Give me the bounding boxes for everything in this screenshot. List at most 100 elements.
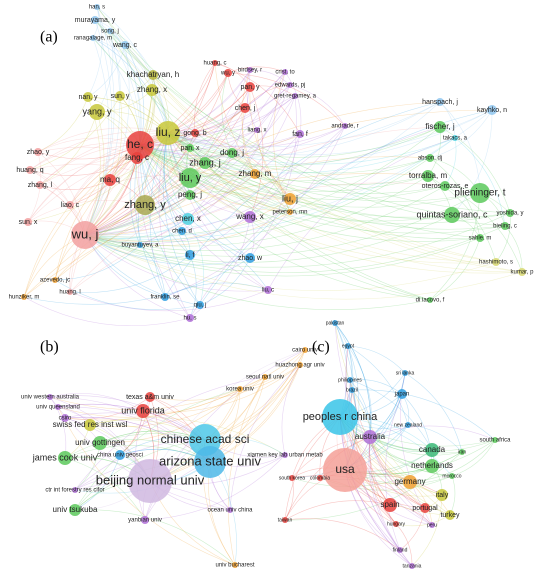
edge [74,388,241,511]
edge [84,44,130,236]
edge [54,156,431,281]
node [212,60,218,66]
node [232,562,238,568]
edge [204,107,246,164]
edge [69,254,191,293]
node-label: he, c [127,137,153,151]
edge [84,234,201,306]
edge [139,144,201,306]
node [191,129,199,137]
node-label: cairo univ [292,348,318,354]
edge [167,132,291,213]
edge [29,131,169,171]
node [237,386,243,392]
edge [334,322,433,526]
edge [167,132,431,174]
node [126,131,154,159]
node-label: pakistan [326,320,345,326]
edge [84,216,251,245]
node-label: di iacovo, f [416,298,445,304]
edge [334,322,451,516]
edge [429,109,493,159]
edge [291,436,371,479]
edge [189,126,441,319]
edge [84,30,121,236]
node [240,103,250,113]
edge [214,62,301,135]
edge [152,74,523,273]
node-label: wu, j [71,226,99,241]
edge [149,349,306,482]
edge [339,416,413,567]
node [345,343,351,349]
edge [167,132,431,301]
node-label: spain [380,500,399,509]
node-label: japan [394,392,410,398]
edge [37,96,89,153]
edge [74,454,121,511]
edge [84,101,441,236]
edge [181,230,269,291]
edge [249,69,291,86]
node-label: andrade, r [331,124,358,130]
edge [281,364,301,456]
node [178,227,186,235]
edge [395,523,413,567]
node [71,221,99,249]
node [296,130,304,138]
edge [84,107,246,236]
edge [57,406,236,566]
edge [69,144,141,293]
node [487,105,497,115]
node [434,121,446,133]
edge [369,436,453,477]
edge [139,71,286,146]
node-label: wu, y [220,71,235,77]
edge [64,396,151,420]
node-label: netherlands [411,461,453,470]
node-label: iran [458,449,467,455]
node [47,394,53,400]
node-label: usa [335,462,355,476]
edge [84,19,113,236]
edge [164,125,346,298]
node-label: quintas-soriano, c [416,209,488,219]
edge [495,212,511,263]
node [393,521,399,527]
edge [139,101,441,158]
edge [369,436,463,456]
node [247,67,253,73]
node [501,222,509,230]
edge [239,349,306,390]
edge [39,155,206,186]
node-label: hashimoto, s [479,260,513,266]
edge [84,234,251,266]
edge [64,445,211,463]
edge [139,95,296,146]
node [436,489,448,501]
edge [189,175,291,200]
node [185,250,195,260]
node [115,450,125,460]
edge [149,132,169,298]
node [146,84,158,96]
edge [139,126,441,167]
node-label: zhao, y [27,149,50,156]
node-label: univ western australia [21,395,80,401]
node-label: chen, j [235,105,256,112]
edge [231,152,291,213]
node-label: korea univ [226,387,254,393]
edge [139,69,251,146]
edge [37,127,169,153]
edge [139,144,429,192]
node [136,404,150,418]
node-label: yang, y [82,106,112,116]
node [84,419,96,431]
node-label: zhao, w [238,255,263,262]
edge [164,282,269,298]
node-label: wang, c [112,42,138,49]
node [141,516,149,524]
edge [194,62,216,134]
edge [87,44,126,98]
node-label: oteros-rozas, e [422,183,469,190]
